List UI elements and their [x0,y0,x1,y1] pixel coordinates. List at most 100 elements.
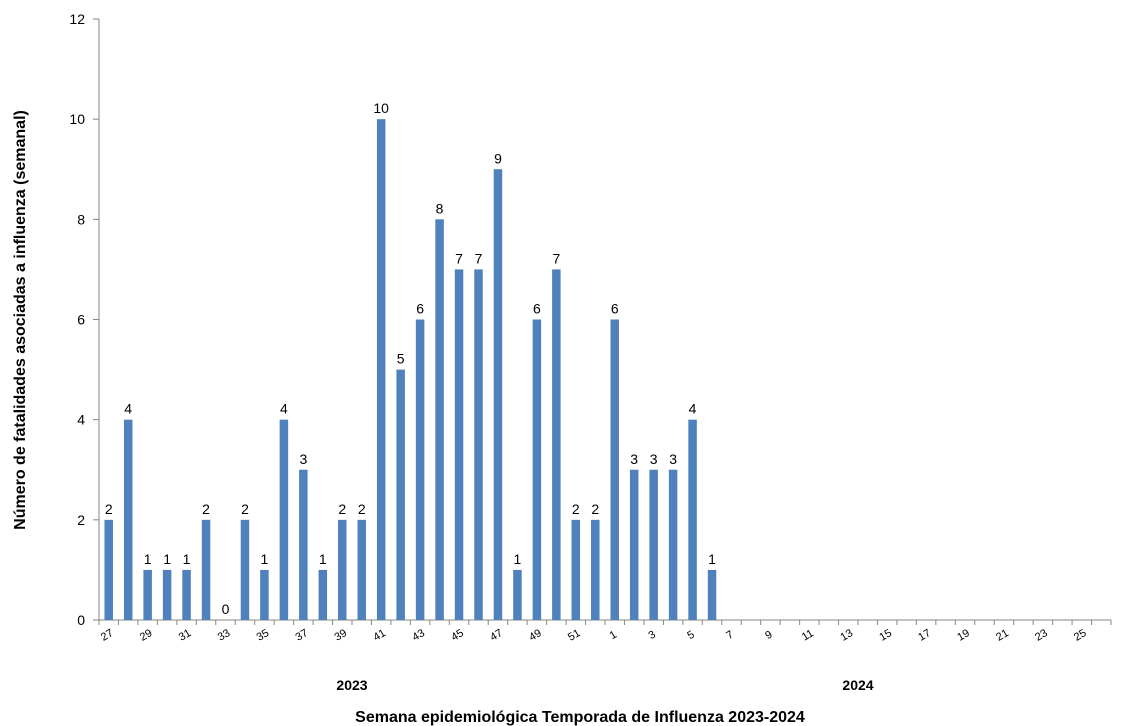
data-label: 4 [689,401,697,417]
bar [474,269,483,620]
x-tick-label: 47 [488,627,505,644]
x-tick-label: 29 [138,627,155,644]
x-tick-label: 49 [527,627,544,644]
data-label: 3 [669,451,677,467]
bar [629,469,639,620]
bar [532,319,542,620]
x-tick-label: 15 [877,627,894,644]
x-tick-label: 51 [566,627,583,644]
y-tick-label: 0 [77,612,85,628]
x-tick-label: 27 [99,627,116,644]
data-label: 4 [280,401,288,417]
x-tick-label: 19 [955,627,972,644]
year-group-label: 2023 [336,677,367,693]
data-label: 2 [202,501,210,517]
x-tick-label: 25 [1072,627,1089,644]
x-tick-label: 21 [994,627,1011,644]
data-label: 1 [319,551,327,567]
bar [591,519,600,620]
year-group-labels: 2023 2024 [336,677,873,693]
data-label: 1 [163,551,171,567]
data-label: 3 [650,451,658,467]
bar [396,369,405,620]
x-tick-label: 37 [294,627,311,644]
data-label: 1 [514,551,522,567]
x-axis: 27 29 31 33 35 37 39 41 43 45 47 49 51 1 3 5 7 9 11 13 15 17 1… [98,619,1112,644]
data-label: 8 [436,200,444,216]
bar [260,569,269,620]
bar [104,519,113,620]
x-axis-title: Semana epidemiológica Temporada de Influ… [355,709,805,726]
bar [318,569,328,620]
y-tick-label: 10 [69,111,85,127]
data-label: 2 [358,501,366,517]
x-tick-label: 13 [838,627,855,644]
bar [415,319,425,620]
data-label: 1 [261,551,269,567]
bar [668,469,678,620]
data-label: 1 [183,551,191,567]
bar [357,519,366,620]
data-label: 0 [222,601,230,617]
year-group-label: 2024 [842,677,873,693]
bar [123,419,133,620]
bar [201,519,211,620]
bar [162,569,172,620]
y-tick-label: 8 [77,211,85,227]
data-label: 7 [552,250,560,266]
y-tick-label: 4 [77,412,85,428]
bar [454,269,464,620]
y-tick-label: 2 [77,512,85,528]
x-tick-label: 41 [371,627,388,644]
data-label: 9 [494,150,502,166]
x-tick-label: 43 [410,627,427,644]
x-tick-label: 17 [916,627,933,644]
y-axis: 0 2 4 6 8 10 12 [69,11,100,628]
bar [571,519,581,620]
x-tick-label: 33 [216,627,233,644]
x-tick-label: 5 [685,629,696,642]
bar [279,419,289,620]
data-label: 4 [124,401,132,417]
bar [240,519,250,620]
bar [338,519,347,620]
data-label: 5 [397,351,405,367]
data-label: 2 [105,501,113,517]
data-label: 6 [416,301,424,317]
data-label: 1 [708,551,716,567]
bar [513,569,522,620]
y-tick-label: 6 [77,312,85,328]
x-tick-label: 39 [332,627,349,644]
data-label: 2 [338,501,346,517]
x-tick-label: 45 [449,627,466,644]
x-tick-label: 1 [608,629,619,642]
x-tick-label: 23 [1033,627,1050,644]
data-label: 3 [630,451,638,467]
bar [143,569,152,620]
bar [552,269,561,620]
bar [299,469,308,620]
bar [435,219,444,621]
y-axis-title: Número de fatalidades asociadas a influe… [12,110,29,530]
x-tick-label: 3 [647,629,658,642]
bar [376,119,386,621]
x-tick-label: 35 [255,627,272,644]
x-tick-label: 9 [763,629,774,642]
bar [182,569,191,620]
x-tick-label: 11 [800,627,816,643]
bar [610,319,619,620]
data-label: 2 [241,501,249,517]
bar [688,419,697,620]
y-tick-label: 12 [69,11,85,27]
bar [493,169,503,620]
bar [649,469,658,620]
data-label: 7 [475,250,483,266]
data-label: 3 [299,451,307,467]
bar [707,569,717,620]
data-label: 6 [611,301,619,317]
data-label: 10 [373,100,389,116]
x-tick-label: 7 [724,629,735,642]
